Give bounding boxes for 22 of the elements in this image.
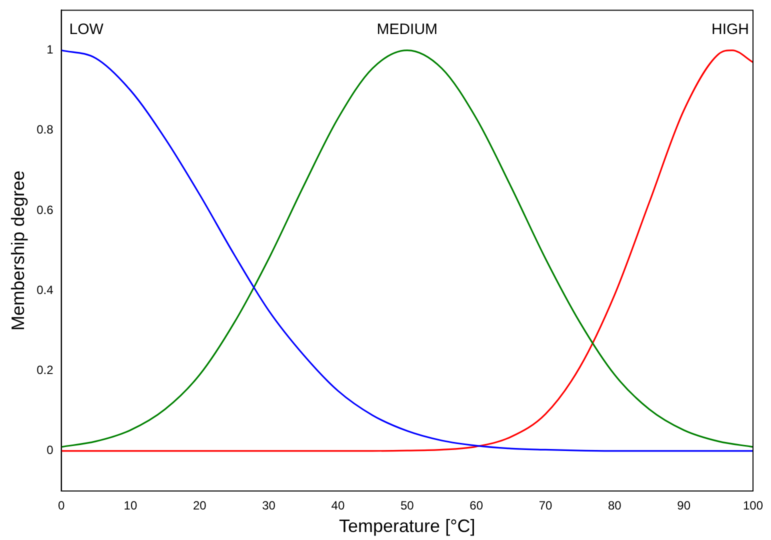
x-tick-label: 80 [608,498,622,513]
x-tick-label: 100 [742,498,764,513]
x-tick-label: 0 [58,498,65,513]
x-tick-label: 30 [262,498,276,513]
x-tick-label: 20 [192,498,207,513]
series-label: LOW [69,20,104,38]
x-tick-label: 10 [124,498,138,513]
x-tick-label: 40 [331,498,345,513]
y-tick-label: 0.4 [36,282,54,297]
x-tick-label: 90 [677,498,691,513]
series-label: MEDIUM [376,20,438,38]
y-axis-title: Membership degree [8,170,28,331]
y-tick-label: 0.6 [36,202,54,217]
x-tick-label: 50 [400,498,414,513]
x-tick-label: 70 [538,498,552,513]
x-tick-label: 60 [470,498,484,513]
y-tick-label: 0.8 [36,122,54,137]
y-tick-label: 1 [46,42,54,57]
y-tick-label: 0 [46,443,54,458]
x-axis-title: Temperature [°C] [339,516,476,536]
series-label: HIGH [712,20,749,38]
y-tick-label: 0.2 [36,363,54,378]
